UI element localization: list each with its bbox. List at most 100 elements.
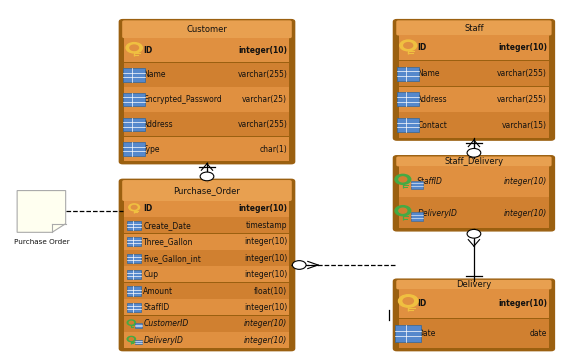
FancyBboxPatch shape bbox=[122, 20, 292, 38]
FancyBboxPatch shape bbox=[123, 93, 145, 106]
Text: varchar(255): varchar(255) bbox=[238, 70, 287, 79]
FancyBboxPatch shape bbox=[124, 283, 289, 299]
Text: Contact: Contact bbox=[417, 121, 447, 130]
FancyBboxPatch shape bbox=[124, 332, 289, 348]
FancyBboxPatch shape bbox=[123, 68, 145, 82]
Circle shape bbox=[395, 174, 411, 184]
FancyBboxPatch shape bbox=[397, 118, 419, 132]
FancyBboxPatch shape bbox=[396, 156, 552, 166]
Text: Staff: Staff bbox=[464, 24, 484, 33]
Circle shape bbox=[399, 295, 418, 307]
FancyBboxPatch shape bbox=[127, 286, 141, 295]
Circle shape bbox=[200, 172, 214, 181]
FancyBboxPatch shape bbox=[399, 86, 549, 112]
FancyBboxPatch shape bbox=[135, 323, 142, 328]
FancyBboxPatch shape bbox=[122, 180, 292, 201]
Circle shape bbox=[126, 42, 142, 53]
FancyBboxPatch shape bbox=[399, 289, 549, 318]
FancyBboxPatch shape bbox=[397, 92, 419, 106]
FancyBboxPatch shape bbox=[396, 280, 552, 289]
FancyBboxPatch shape bbox=[395, 326, 421, 342]
Text: Amount: Amount bbox=[143, 286, 174, 295]
FancyBboxPatch shape bbox=[124, 233, 289, 250]
FancyBboxPatch shape bbox=[399, 112, 549, 138]
FancyBboxPatch shape bbox=[396, 20, 552, 36]
FancyBboxPatch shape bbox=[119, 179, 295, 351]
FancyBboxPatch shape bbox=[411, 212, 423, 221]
Text: Customer: Customer bbox=[187, 25, 227, 34]
Text: integer(10): integer(10) bbox=[504, 208, 547, 217]
Circle shape bbox=[399, 177, 407, 182]
FancyBboxPatch shape bbox=[399, 319, 549, 348]
Text: integer(10): integer(10) bbox=[244, 303, 287, 312]
Text: integer(10): integer(10) bbox=[498, 44, 547, 53]
Circle shape bbox=[130, 45, 138, 50]
Text: Cup: Cup bbox=[143, 270, 158, 279]
Circle shape bbox=[395, 206, 411, 216]
Text: integer(10): integer(10) bbox=[244, 237, 287, 246]
FancyBboxPatch shape bbox=[135, 340, 142, 344]
Circle shape bbox=[292, 261, 306, 269]
FancyBboxPatch shape bbox=[127, 237, 141, 246]
FancyBboxPatch shape bbox=[124, 250, 289, 266]
FancyBboxPatch shape bbox=[124, 299, 289, 315]
Text: Purchase_Order: Purchase_Order bbox=[174, 186, 240, 195]
Circle shape bbox=[129, 204, 139, 211]
FancyBboxPatch shape bbox=[399, 166, 549, 197]
Circle shape bbox=[400, 40, 417, 51]
Text: integer(10): integer(10) bbox=[244, 319, 287, 329]
FancyBboxPatch shape bbox=[393, 20, 554, 140]
Text: Create_Date: Create_Date bbox=[143, 221, 191, 230]
FancyBboxPatch shape bbox=[127, 221, 141, 230]
Text: Purchase Order: Purchase Order bbox=[14, 239, 69, 245]
Text: integer(10): integer(10) bbox=[244, 336, 287, 345]
Text: Date: Date bbox=[417, 329, 436, 338]
FancyBboxPatch shape bbox=[411, 181, 423, 189]
Text: varchar(255): varchar(255) bbox=[238, 120, 287, 129]
FancyBboxPatch shape bbox=[124, 316, 289, 332]
Text: Address: Address bbox=[417, 95, 448, 104]
FancyBboxPatch shape bbox=[124, 112, 289, 136]
Text: float(10): float(10) bbox=[254, 286, 287, 295]
Text: CustomerID: CustomerID bbox=[143, 319, 188, 329]
Circle shape bbox=[127, 320, 135, 325]
FancyBboxPatch shape bbox=[393, 156, 554, 231]
Text: integer(10): integer(10) bbox=[244, 270, 287, 279]
Text: ID: ID bbox=[417, 299, 427, 309]
Text: integer(10): integer(10) bbox=[244, 254, 287, 263]
Text: char(1): char(1) bbox=[259, 145, 287, 154]
FancyBboxPatch shape bbox=[399, 35, 549, 61]
FancyBboxPatch shape bbox=[127, 254, 141, 263]
Text: Delivery: Delivery bbox=[456, 280, 492, 289]
Text: integer(10): integer(10) bbox=[238, 204, 287, 213]
Text: Name: Name bbox=[143, 70, 166, 79]
Text: Encrypted_Password: Encrypted_Password bbox=[143, 95, 222, 104]
Text: StaffID: StaffID bbox=[143, 303, 170, 312]
FancyBboxPatch shape bbox=[127, 270, 141, 279]
Text: timestamp: timestamp bbox=[246, 221, 287, 230]
FancyBboxPatch shape bbox=[124, 137, 289, 161]
Polygon shape bbox=[17, 191, 66, 232]
FancyBboxPatch shape bbox=[397, 67, 419, 81]
Circle shape bbox=[129, 338, 134, 340]
FancyBboxPatch shape bbox=[123, 142, 145, 156]
FancyBboxPatch shape bbox=[124, 266, 289, 282]
Circle shape bbox=[127, 337, 135, 342]
Text: integer(10): integer(10) bbox=[238, 46, 287, 55]
Circle shape bbox=[404, 42, 413, 48]
Circle shape bbox=[131, 205, 137, 209]
Text: Staff_Delivery: Staff_Delivery bbox=[444, 157, 504, 166]
Text: Five_Gallon_int: Five_Gallon_int bbox=[143, 254, 201, 263]
Circle shape bbox=[399, 208, 407, 213]
FancyBboxPatch shape bbox=[399, 197, 549, 228]
Text: ID: ID bbox=[143, 46, 152, 55]
FancyBboxPatch shape bbox=[124, 217, 289, 233]
Text: varchar(255): varchar(255) bbox=[497, 69, 547, 78]
Circle shape bbox=[129, 321, 134, 324]
FancyBboxPatch shape bbox=[124, 62, 289, 87]
Text: integer(10): integer(10) bbox=[498, 299, 547, 309]
Text: Type: Type bbox=[143, 145, 161, 154]
Text: Three_Gallon: Three_Gallon bbox=[143, 237, 194, 246]
Text: varchar(255): varchar(255) bbox=[497, 95, 547, 104]
Text: date: date bbox=[530, 329, 547, 338]
